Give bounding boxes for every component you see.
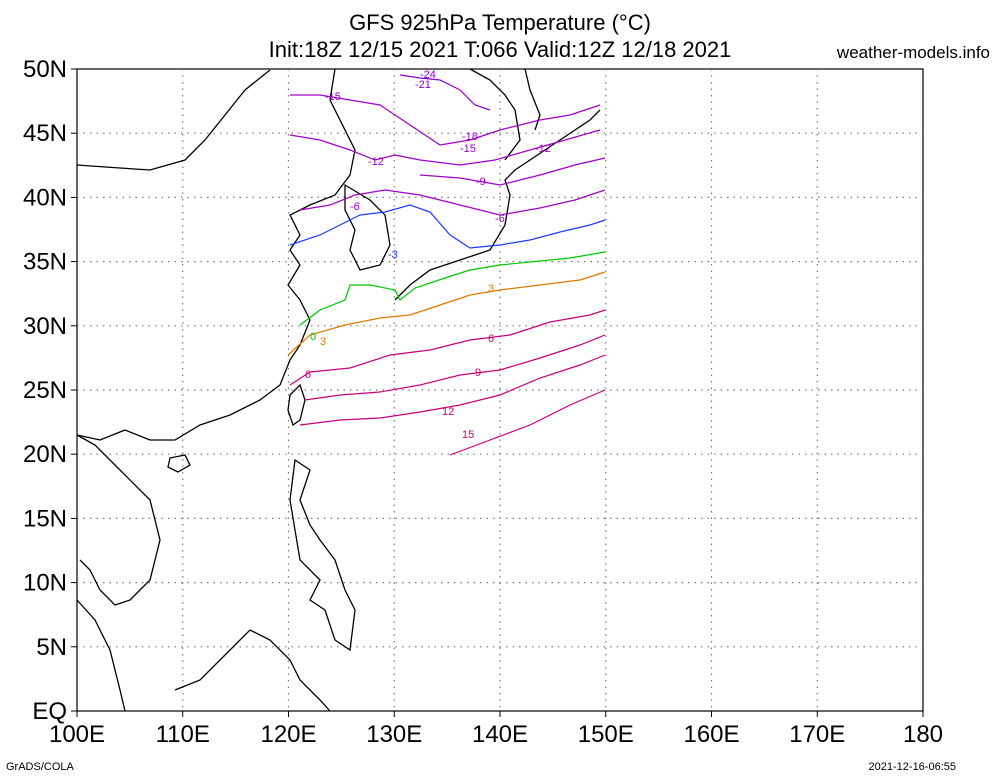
lon-label-100E: 100E bbox=[49, 721, 105, 748]
lat-label-10N: 10N bbox=[23, 570, 67, 597]
contour-minus15 bbox=[290, 94, 601, 146]
temperature-contours bbox=[287, 74, 606, 456]
contour-label-3a: 3 bbox=[320, 336, 326, 348]
coastline-japan bbox=[394, 68, 601, 301]
contour-label-m15b: -15 bbox=[460, 143, 476, 155]
axis-ticks bbox=[71, 68, 924, 717]
lat-label-30N: 30N bbox=[23, 313, 67, 340]
contour-label-3b: 3 bbox=[488, 283, 494, 295]
footer-software: GrADS/COLA bbox=[6, 761, 74, 773]
lat-label-50N: 50N bbox=[23, 56, 67, 83]
lat-label-40N: 40N bbox=[23, 184, 67, 211]
contour-label-m24: -24 bbox=[420, 69, 436, 81]
contour-6 bbox=[289, 309, 606, 386]
contour-9 bbox=[304, 334, 606, 401]
lon-label-150E: 150E bbox=[578, 721, 634, 748]
contour-label-6a: 6 bbox=[305, 369, 311, 381]
contour-label-m6b: -6 bbox=[495, 213, 505, 225]
lon-label-180: 180 bbox=[903, 721, 943, 748]
coastline-hainan bbox=[167, 454, 191, 473]
contour-labels: 15 12 9 6 6 3 3 0 -3 -6 -6 -9 -12 -12 -1… bbox=[305, 69, 551, 441]
contour-minus24 bbox=[399, 74, 491, 111]
lat-label-45N: 45N bbox=[23, 120, 67, 147]
coastline-indochina bbox=[76, 434, 161, 712]
contour-label-0: 0 bbox=[310, 331, 316, 343]
coastline-philippines bbox=[289, 458, 356, 652]
lon-label-110E: 110E bbox=[156, 721, 210, 748]
lat-label-20N: 20N bbox=[23, 441, 67, 468]
gridlines bbox=[77, 69, 923, 711]
contour-label-9: 9 bbox=[475, 367, 481, 379]
contour-12 bbox=[299, 354, 606, 426]
contour-label-m3: -3 bbox=[388, 249, 398, 261]
contour-label-m12a: -12 bbox=[368, 156, 384, 168]
lat-label-5N: 5N bbox=[36, 634, 67, 661]
lon-label-130E: 130E bbox=[366, 721, 422, 748]
contour-3 bbox=[287, 271, 606, 356]
site-credit: weather-models.info bbox=[836, 43, 990, 62]
lon-label-160E: 160E bbox=[683, 721, 739, 748]
lat-label-35N: 35N bbox=[23, 249, 67, 276]
contour-label-m6a: -6 bbox=[350, 201, 360, 213]
contour-minus3 bbox=[289, 204, 606, 249]
contour-label-m9: -9 bbox=[476, 176, 486, 188]
lat-label-25N: 25N bbox=[23, 377, 67, 404]
longitude-labels: 100E 110E 120E 130E 140E 150E 160E 170E 180 bbox=[49, 721, 943, 748]
lon-label-140E: 140E bbox=[472, 721, 528, 748]
contour-label-6b: 6 bbox=[488, 333, 494, 345]
contour-0 bbox=[299, 251, 606, 326]
coastlines bbox=[76, 68, 601, 712]
contour-minus6 bbox=[299, 189, 606, 216]
contour-label-m15a: -15 bbox=[325, 91, 341, 103]
contour-label-m21: -21 bbox=[415, 79, 431, 91]
chart-title: GFS 925hPa Temperature (°C) bbox=[349, 10, 651, 35]
lon-label-170E: 170E bbox=[789, 721, 845, 748]
contour-minus9 bbox=[419, 157, 606, 186]
latitude-labels: 50N 45N 40N 35N 30N 25N 20N 15N 10N 5N EQ bbox=[23, 56, 67, 725]
lat-label-EQ: EQ bbox=[32, 698, 67, 725]
contour-label-15: 15 bbox=[462, 429, 474, 441]
contour-minus12 bbox=[289, 129, 601, 166]
contour-label-12: 12 bbox=[442, 406, 454, 418]
contour-label-m12b: -12 bbox=[535, 143, 551, 155]
contour-15 bbox=[449, 389, 606, 456]
coastline-taiwan bbox=[287, 383, 306, 427]
footer-timestamp: 2021-12-16-06:55 bbox=[868, 761, 956, 773]
contour-label-m18: -18 bbox=[462, 131, 478, 143]
lon-label-120E: 120E bbox=[260, 721, 316, 748]
coastline-borneo bbox=[174, 629, 331, 712]
lat-label-15N: 15N bbox=[23, 505, 67, 532]
chart-subtitle: Init:18Z 12/15 2021 T:066 Valid:12Z 12/1… bbox=[268, 37, 732, 62]
coastline-sakhalin bbox=[524, 68, 541, 131]
coastline-mainland-asia bbox=[76, 68, 356, 441]
